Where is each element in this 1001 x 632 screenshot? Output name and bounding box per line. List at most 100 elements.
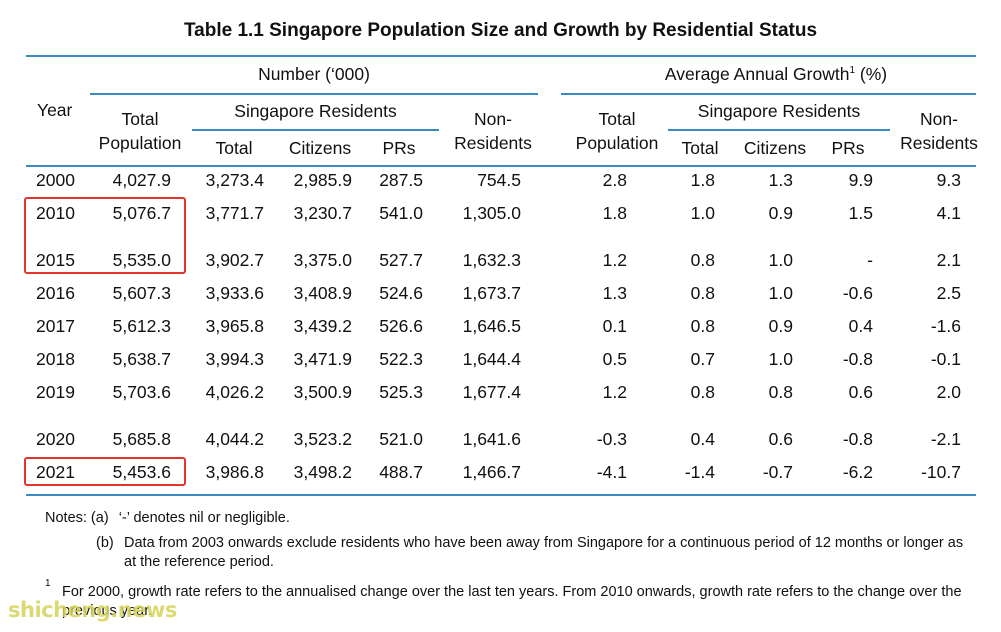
cell-growth-res-total: 0.8 xyxy=(690,316,715,336)
cell-total-population: 5,607.3 xyxy=(112,283,171,303)
cell-growth-citizens: 1.0 xyxy=(768,250,793,270)
top-rule xyxy=(26,55,976,57)
header-growth-unit: (%) xyxy=(855,64,888,84)
cell-total-population: 5,703.6 xyxy=(112,382,171,402)
cell-prs: 488.7 xyxy=(379,462,423,482)
cell-prs: 522.3 xyxy=(379,349,423,369)
cell-growth-citizens: 1.0 xyxy=(768,349,793,369)
cell-growth-prs: -0.6 xyxy=(842,283,873,303)
cell-res-total: 4,026.2 xyxy=(205,382,264,402)
cell-total-population: 5,535.0 xyxy=(112,250,171,270)
cell-growth-res-total: 0.4 xyxy=(690,429,715,449)
cell-growth-non-residents: 4.1 xyxy=(936,203,961,223)
cell-growth-non-residents: 2.0 xyxy=(936,382,961,402)
cell-non-residents: 1,644.4 xyxy=(462,349,521,369)
cell-growth-total-population: -4.1 xyxy=(596,462,627,482)
notes-label: Notes: (a) xyxy=(45,510,109,526)
cell-prs: 526.6 xyxy=(379,316,423,336)
cell-growth-prs: 0.6 xyxy=(848,382,873,402)
cell-res-total: 3,771.7 xyxy=(205,203,264,223)
cell-non-residents: 754.5 xyxy=(477,170,521,190)
cell-growth-citizens: 0.9 xyxy=(768,316,793,336)
cell-growth-res-total: 0.8 xyxy=(690,283,715,303)
note-a-text: ‘-’ denotes nil or negligible. xyxy=(118,510,290,526)
cell-growth-res-total: 1.8 xyxy=(690,170,715,190)
header-total-population: Total Population xyxy=(92,107,188,155)
cell-total-population: 5,638.7 xyxy=(112,349,171,369)
cell-non-residents: 1,641.6 xyxy=(462,429,521,449)
header-res-total: Total xyxy=(215,138,253,158)
cell-growth-non-residents: 2.1 xyxy=(936,250,961,270)
number-group-rule xyxy=(90,93,538,95)
cell-year: 2020 xyxy=(36,429,75,449)
cell-non-residents: 1,632.3 xyxy=(462,250,521,270)
table-bottom-rule xyxy=(26,494,976,496)
note-b-text: Data from 2003 onwards exclude residents… xyxy=(124,535,964,570)
cell-prs: 525.3 xyxy=(379,382,423,402)
header-non-residents-line2: Residents xyxy=(454,133,532,153)
cell-growth-prs: 9.9 xyxy=(848,170,873,190)
cell-growth-non-residents: 9.3 xyxy=(936,170,961,190)
header-growth-res-total: Total xyxy=(681,138,719,158)
cell-growth-res-total: -1.4 xyxy=(684,462,715,482)
cell-growth-non-residents: -0.1 xyxy=(930,349,961,369)
header-number-group: Number (‘000) xyxy=(90,64,538,85)
note-a: Notes: (a) ‘-’ denotes nil or negligible… xyxy=(45,509,290,528)
cell-growth-total-population: 0.1 xyxy=(602,316,627,336)
cell-growth-total-population: 1.8 xyxy=(602,203,627,223)
header-bottom-rule xyxy=(26,165,976,167)
cell-res-total: 3,986.8 xyxy=(205,462,264,482)
cell-citizens: 3,471.9 xyxy=(293,349,352,369)
header-growth-singapore-residents: Singapore Residents xyxy=(697,101,861,121)
cell-non-residents: 1,646.5 xyxy=(462,316,521,336)
header-non-residents: Non- Residents xyxy=(443,107,543,155)
cell-growth-prs: 0.4 xyxy=(848,316,873,336)
header-growth-non-residents-line1: Non- xyxy=(920,109,958,129)
cell-year: 2019 xyxy=(36,382,75,402)
cell-citizens: 3,439.2 xyxy=(293,316,352,336)
cell-growth-non-residents: -1.6 xyxy=(930,316,961,336)
cell-citizens: 3,523.2 xyxy=(293,429,352,449)
cell-year: 2015 xyxy=(36,250,75,270)
cell-total-population: 5,685.8 xyxy=(112,429,171,449)
cell-total-population: 5,076.7 xyxy=(112,203,171,223)
cell-total-population: 5,453.6 xyxy=(112,462,171,482)
header-growth-non-residents-line2: Residents xyxy=(900,133,978,153)
cell-growth-prs: -0.8 xyxy=(842,349,873,369)
header-citizens: Citizens xyxy=(288,138,352,158)
cell-prs: 524.6 xyxy=(379,283,423,303)
header-growth-citizens: Citizens xyxy=(743,138,807,158)
cell-year: 2021 xyxy=(36,462,75,482)
cell-citizens: 3,500.9 xyxy=(293,382,352,402)
cell-growth-citizens: 1.3 xyxy=(768,170,793,190)
cell-growth-citizens: 0.8 xyxy=(768,382,793,402)
header-non-residents-line1: Non- xyxy=(474,109,512,129)
residents-growth-rule xyxy=(668,129,890,131)
header-growth-total-population-line2: Population xyxy=(575,133,659,153)
cell-growth-total-population: 1.2 xyxy=(602,382,627,402)
cell-growth-prs: -0.8 xyxy=(842,429,873,449)
cell-non-residents: 1,305.0 xyxy=(462,203,521,223)
cell-total-population: 5,612.3 xyxy=(112,316,171,336)
header-growth-group: Average Annual Growth1 (%) xyxy=(561,64,991,85)
cell-year: 2000 xyxy=(36,170,75,190)
cell-growth-prs: -6.2 xyxy=(842,462,873,482)
cell-res-total: 3,273.4 xyxy=(205,170,264,190)
cell-growth-res-total: 0.7 xyxy=(690,349,715,369)
cell-growth-non-residents: -2.1 xyxy=(930,429,961,449)
cell-growth-total-population: 1.2 xyxy=(602,250,627,270)
footnote-mark: 1 xyxy=(45,578,51,589)
cell-growth-citizens: 1.0 xyxy=(768,283,793,303)
cell-growth-res-total: 0.8 xyxy=(690,382,715,402)
cell-growth-total-population: 1.3 xyxy=(602,283,627,303)
cell-total-population: 4,027.9 xyxy=(112,170,171,190)
cell-citizens: 3,230.7 xyxy=(293,203,352,223)
cell-year: 2010 xyxy=(36,203,75,223)
footnote-text: For 2000, growth rate refers to the annu… xyxy=(62,584,962,619)
cell-non-residents: 1,466.7 xyxy=(462,462,521,482)
cell-year: 2017 xyxy=(36,316,75,336)
cell-res-total: 3,933.6 xyxy=(205,283,264,303)
header-growth-total-population-line1: Total xyxy=(598,109,636,129)
cell-res-total: 3,902.7 xyxy=(205,250,264,270)
